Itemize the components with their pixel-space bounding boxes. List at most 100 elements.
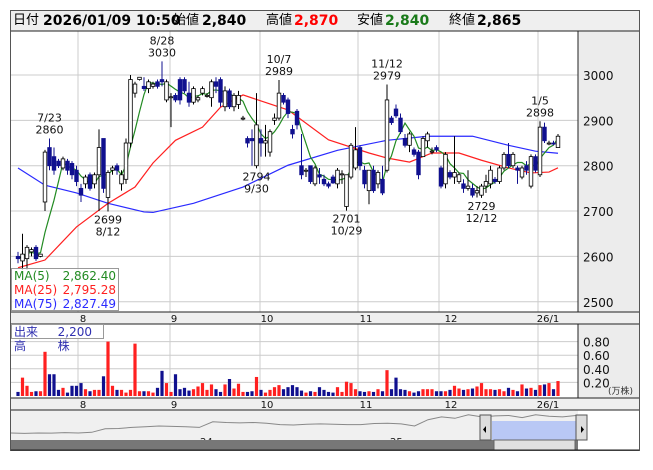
volume-bar <box>421 389 425 396</box>
date-axis-bottom <box>11 398 639 410</box>
candle <box>375 172 381 185</box>
candle <box>416 151 421 176</box>
volume-bar <box>223 384 227 396</box>
volume-bar <box>524 388 529 396</box>
low-annotation-date: 10/29 <box>331 225 363 238</box>
volume-bar <box>43 351 47 396</box>
ma-legend: MA(5) 2,862.40 MA(25) 2,795.28 MA(75) 2,827… <box>11 268 119 311</box>
volume-bar <box>88 391 92 396</box>
volume-bar <box>74 385 79 396</box>
candle <box>141 85 147 90</box>
volume-bar <box>331 392 335 396</box>
volume-bar <box>250 391 254 396</box>
candle <box>209 81 214 99</box>
scrollbar-thumb[interactable] <box>493 439 576 451</box>
volume-bar <box>259 389 263 396</box>
volume-bar <box>488 389 493 396</box>
volume-bar <box>286 387 290 396</box>
candle <box>357 147 363 167</box>
volume-bar <box>61 387 65 396</box>
volume-bar <box>461 389 466 396</box>
candle <box>69 163 75 176</box>
candle <box>312 167 318 185</box>
high-annotation-value: 2989 <box>265 65 293 78</box>
volume-bar <box>452 385 457 396</box>
candle <box>254 124 259 167</box>
volume-bar <box>16 391 20 396</box>
candle <box>389 117 394 124</box>
high-annotation-date: 11/12 <box>371 58 403 71</box>
month-label: 9 <box>171 314 177 325</box>
volume-bar <box>520 384 524 396</box>
candle <box>128 79 133 144</box>
volume-bar <box>529 387 533 396</box>
candle <box>105 172 111 198</box>
candle <box>362 169 367 185</box>
candle <box>420 138 426 158</box>
month-label: 26/1 <box>537 400 559 411</box>
price-tick-label: 2500 <box>583 296 614 310</box>
volume-bar <box>425 389 430 396</box>
volume-bar <box>70 385 74 396</box>
volume-bar <box>304 392 308 396</box>
candle <box>483 181 489 187</box>
high-annotation-value: 2860 <box>36 123 64 136</box>
candle <box>173 95 178 101</box>
candle <box>465 185 471 189</box>
candle <box>344 174 349 207</box>
candle <box>335 169 340 185</box>
candle <box>119 174 124 185</box>
candle <box>74 169 79 182</box>
volume-bar <box>430 389 434 396</box>
candle <box>182 79 187 92</box>
volume-bar <box>484 389 488 396</box>
low-annotation-value: 2729 <box>468 200 496 213</box>
volume-bar <box>25 385 29 396</box>
candle <box>267 131 273 153</box>
candle <box>83 176 88 185</box>
candle <box>542 126 547 142</box>
ma75-value: 2,827.49 <box>62 297 116 311</box>
volume-bar <box>542 384 547 396</box>
legend-ma5: MA(5) 2,862.40 <box>12 269 118 283</box>
candle <box>461 183 466 189</box>
high-annotation-value: 3030 <box>148 46 176 59</box>
volume-bar <box>106 341 110 396</box>
volume-bar <box>119 389 124 396</box>
volume-bar <box>137 391 142 396</box>
volume-bar <box>299 390 304 396</box>
scrollbar-track <box>11 440 578 450</box>
volume-axis-panel <box>578 324 639 398</box>
candle <box>515 167 520 171</box>
high-annotation-date: 8/28 <box>150 34 175 47</box>
volume-bar <box>335 387 340 396</box>
candle <box>47 147 52 167</box>
candle <box>551 142 556 145</box>
candle <box>474 190 480 194</box>
volume-bar <box>551 389 556 396</box>
candle <box>330 176 336 184</box>
candle <box>38 253 43 257</box>
candle <box>533 156 538 171</box>
candle <box>353 149 358 169</box>
volume-bar <box>196 386 200 396</box>
month-label: 10 <box>261 400 274 411</box>
volume-bar <box>151 392 155 396</box>
candle <box>425 133 430 142</box>
volume-bar <box>124 392 128 396</box>
candle <box>393 108 399 117</box>
volume-bar <box>416 391 421 396</box>
volume-bar <box>349 383 353 396</box>
volume-bar <box>187 390 191 396</box>
volume-bar <box>547 383 551 396</box>
ma5-label: MA(5) <box>14 269 50 283</box>
month-label: 11 <box>360 314 373 325</box>
candle <box>438 167 444 187</box>
volume-bar <box>475 386 479 396</box>
volume-bar <box>290 385 295 396</box>
candle <box>537 126 543 176</box>
candle <box>78 187 84 196</box>
candle <box>294 110 300 126</box>
candle <box>168 96 174 99</box>
